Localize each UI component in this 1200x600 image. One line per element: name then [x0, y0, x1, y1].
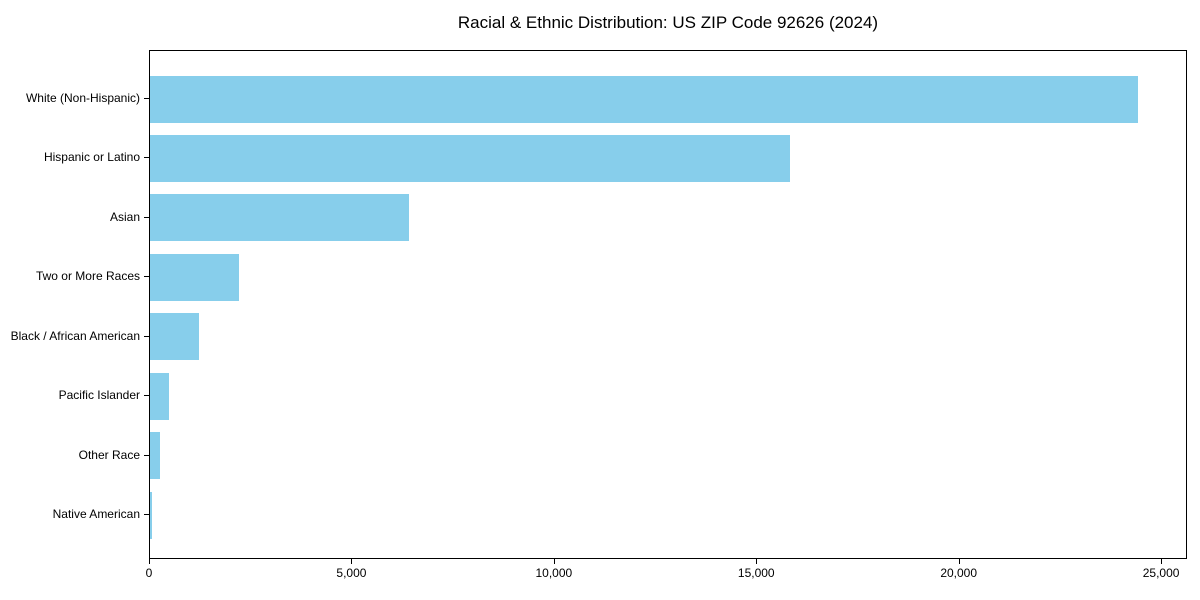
y-tick-mark — [144, 335, 149, 337]
y-tick-mark — [144, 514, 149, 515]
y-tick-mark — [144, 454, 149, 456]
y-tick-label-white-non-hispanic: White (Non-Hispanic) — [25, 91, 140, 105]
bar-native-american — [150, 491, 152, 539]
x-tick-label-25-000: 25,000 — [1142, 566, 1180, 580]
y-tick-label-pacific-islander: Pacific Islander — [58, 388, 140, 403]
x-tick-mark — [553, 559, 555, 564]
y-tick-label-hispanic-or-latino: Hispanic or Latino — [43, 150, 140, 165]
chart-title: Racial & Ethnic Distribution: US ZIP Cod… — [457, 13, 879, 32]
y-tick-label-asian: Asian — [109, 209, 140, 224]
x-tick-mark — [958, 559, 960, 564]
y-tick-mark — [144, 395, 149, 397]
y-tick-label-native-american: Native American — [52, 507, 140, 521]
y-tick-mark — [144, 98, 149, 99]
bar-asian — [150, 194, 410, 242]
bar-two-or-more-races — [150, 253, 240, 301]
bar-black-african-american — [150, 313, 199, 361]
y-tick-label-two-or-more-races: Two or More Races — [35, 269, 140, 284]
bar-other-race — [150, 432, 160, 480]
x-tick-label-0: 0 — [145, 566, 153, 580]
plot-area — [149, 50, 1187, 559]
y-tick-mark — [144, 157, 149, 159]
x-tick-label-15-000: 15,000 — [737, 566, 775, 580]
x-tick-mark — [1161, 559, 1163, 564]
y-tick-mark — [144, 216, 149, 218]
x-tick-label-10-000: 10,000 — [535, 566, 573, 580]
x-tick-mark — [351, 559, 353, 564]
y-tick-label-black-african-american: Black / African American — [10, 328, 140, 343]
y-tick-mark — [144, 276, 149, 278]
x-tick-label-20-000: 20,000 — [940, 566, 978, 580]
y-tick-label-other-race: Other Race — [78, 447, 140, 462]
bar-white-non-hispanic — [150, 75, 1138, 123]
x-tick-mark — [149, 559, 150, 564]
x-tick-label-5-000: 5,000 — [336, 566, 367, 580]
bar-pacific-islander — [150, 372, 169, 420]
bar-hispanic-or-latino — [150, 134, 790, 182]
x-tick-mark — [756, 559, 758, 564]
